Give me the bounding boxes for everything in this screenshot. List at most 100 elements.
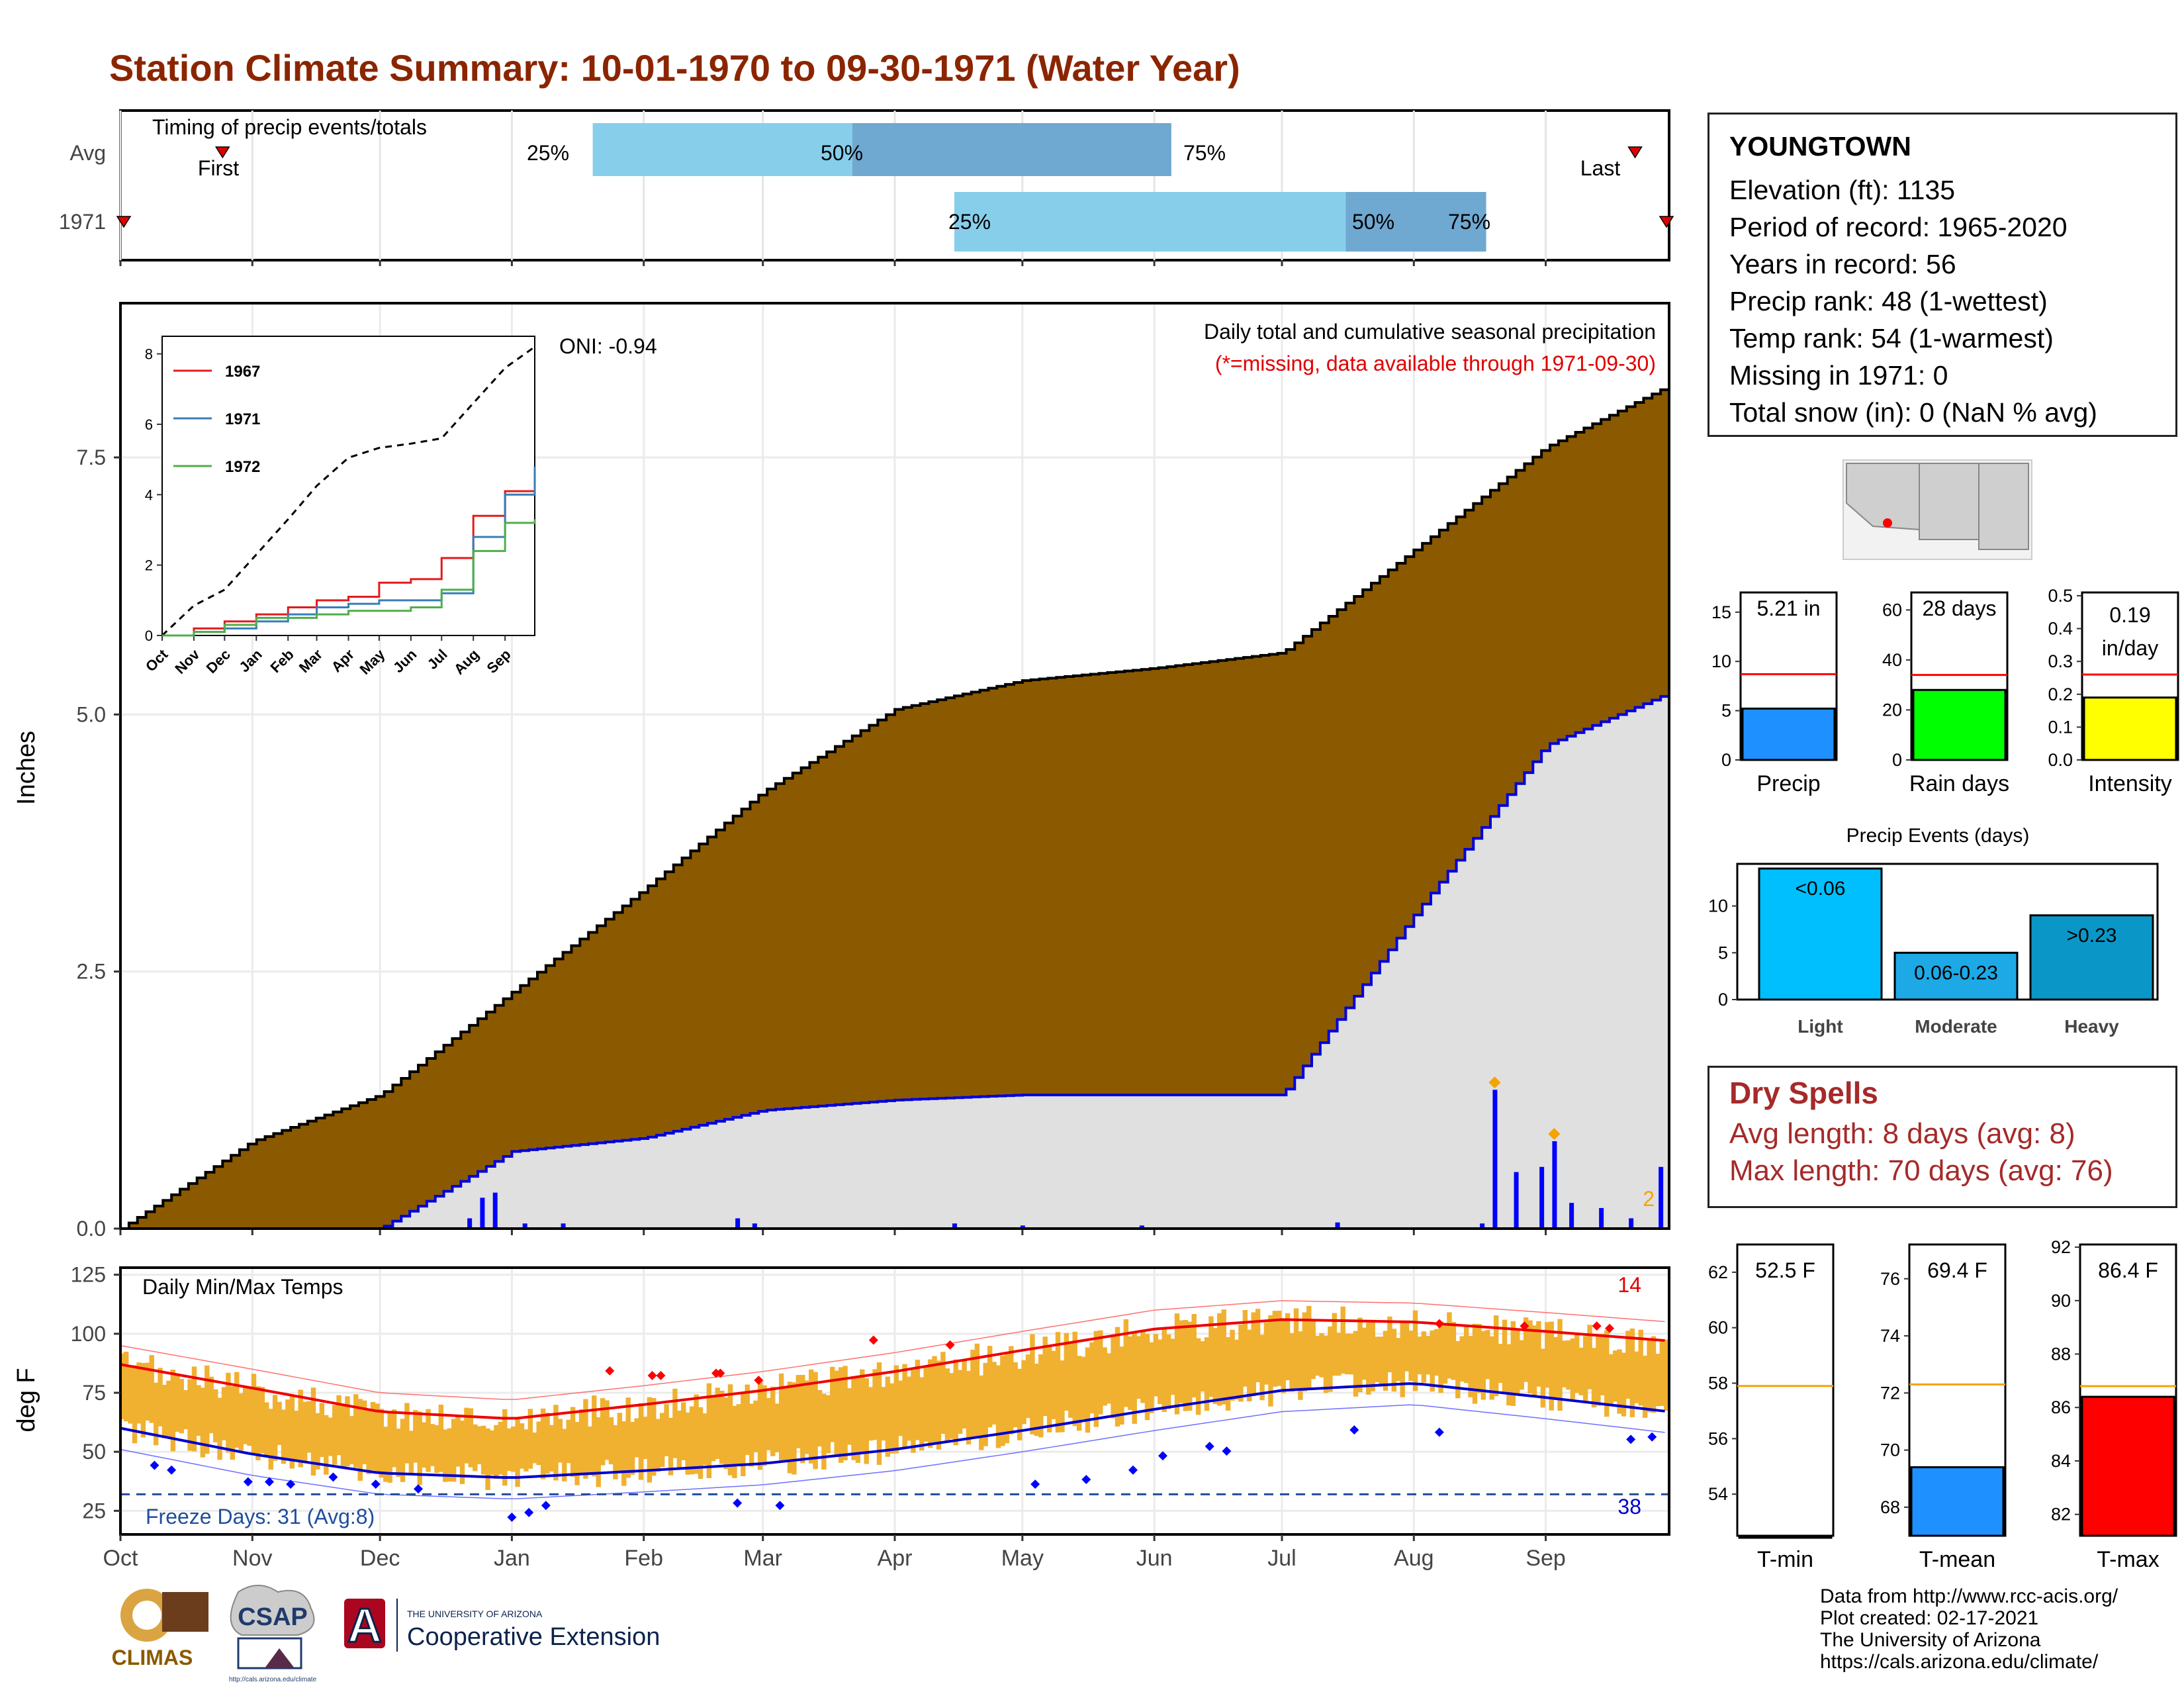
temp-bar-frame [1736, 1243, 1835, 1537]
daily-temp-bar [940, 1352, 946, 1434]
daily-temp-bar [1366, 1322, 1371, 1395]
daily-temp-bar [294, 1411, 299, 1462]
daily-temp-bar [527, 1409, 533, 1469]
daily-temp-bar [1383, 1331, 1388, 1391]
daily-temp-bar [1408, 1331, 1414, 1382]
location-map [1843, 459, 2032, 560]
daily-temp-bar [698, 1407, 704, 1479]
daily-temp-bar [1404, 1321, 1410, 1372]
daily-temp-bar [161, 1385, 167, 1438]
temp-bar-0: 54 56 58 60 62 52.5 F T-min [1708, 1243, 1835, 1572]
daily-temp-bar [570, 1407, 576, 1477]
station-location-marker [1883, 518, 1892, 528]
inset-legend-label: 1971 [225, 410, 260, 428]
temp-month-label: Mar [743, 1546, 782, 1571]
footer-line: https://cals.arizona.edu/climate/ [1820, 1651, 2099, 1673]
mini-bar-value [1741, 707, 1836, 761]
hot-day-marker [656, 1371, 666, 1381]
station-precip-rank: Precip rank: 48 (1-wettest) [1729, 286, 2048, 316]
oni-label: ONI: -0.94 [559, 334, 657, 358]
daily-temp-bar [328, 1417, 333, 1456]
daily-temp-bar [974, 1343, 980, 1438]
daily-temp-bar [804, 1380, 809, 1454]
daily-temp-bar [1647, 1339, 1652, 1413]
daily-temp-bar [825, 1395, 831, 1454]
daily-temp-bar [651, 1397, 657, 1476]
daily-temp-bar [719, 1390, 725, 1464]
daily-temp-bar [205, 1365, 210, 1454]
precip-panel: 0.0 2.5 5.0 7.5 Inches ONI: -0.94 Daily tot… [13, 302, 1670, 1241]
university-of-arizona-logo: A THE UNIVERSITY OF ARIZONA Cooperative … [344, 1599, 660, 1654]
daily-temp-bar [1515, 1329, 1520, 1395]
avg-max-line [120, 1318, 1665, 1420]
daily-temp-bar [1144, 1334, 1150, 1421]
daily-temp-bar [1634, 1351, 1639, 1403]
missing-note: (*=missing, data available through 1971-… [1215, 352, 1656, 375]
hot-day-marker [1605, 1323, 1614, 1333]
daily-temp-bar [1085, 1347, 1091, 1433]
temp-bar-label: T-max [2097, 1547, 2159, 1572]
station-years: Years in record: 56 [1729, 249, 1956, 279]
daily-temp-bar [259, 1387, 265, 1454]
avg-cumulative-area [120, 385, 1670, 1230]
daily-temp-bar [906, 1376, 912, 1441]
logos: CLIMAS CSAP http://cals.arizona.edu/clim… [112, 1585, 660, 1683]
daily-temp-bar [1489, 1336, 1494, 1400]
daily-temp-bar [813, 1372, 818, 1470]
temps-label: Daily Min/Max Temps [142, 1275, 343, 1299]
daily-temp-bar [821, 1393, 827, 1470]
daily-temp-bar [477, 1426, 482, 1465]
daily-temp-bar [625, 1397, 631, 1478]
cold-day-marker [1205, 1442, 1214, 1452]
daily-temp-bar [1387, 1316, 1392, 1372]
temp-month-label: Dec [360, 1546, 400, 1571]
mini-bar-tick: 0.5 [2048, 586, 2073, 606]
events-bar-label: Moderate [1915, 1016, 1997, 1037]
daily-temp-bar [949, 1373, 954, 1439]
daily-temp-bar [876, 1362, 882, 1465]
precip-y-tick: 0.0 [77, 1217, 106, 1241]
daily-temp-bar [608, 1417, 614, 1465]
daily-temp-bar [1336, 1333, 1342, 1376]
daily-temp-bar [187, 1379, 193, 1451]
temp-y-tick: 125 [71, 1263, 106, 1287]
daily-temp-bar [860, 1369, 865, 1452]
daily-precip-bar [735, 1218, 741, 1229]
temp-month-label: Oct [103, 1546, 138, 1571]
daily-temp-bar [592, 1395, 597, 1477]
daily-temp-bar [1034, 1363, 1040, 1436]
daily-temp-bar [1038, 1354, 1044, 1438]
daily-temp-bar [855, 1376, 861, 1463]
daily-temp-bar [302, 1401, 308, 1462]
daily-temp-bar [1596, 1334, 1601, 1406]
inset-y-tick: 0 [145, 628, 153, 644]
daily-temp-bar [1009, 1346, 1014, 1434]
daily-temp-bar [298, 1389, 303, 1468]
ua-logo-big-text: Cooperative Extension [407, 1623, 660, 1651]
mini-bar-tick: 0.4 [2048, 619, 2073, 639]
mini-bar-1: 0 20 40 60 28 days Rain days [1882, 591, 2009, 796]
events-bar [2029, 914, 2154, 1001]
station-snow: Total snow (in): 0 (NaN % avg) [1729, 397, 2097, 428]
avg-last-marker [1627, 146, 1643, 159]
daily-temp-bar [136, 1362, 142, 1424]
mini-bar-value [2083, 696, 2177, 761]
daily-temp-bar [1251, 1312, 1256, 1397]
temp-month-label: May [1001, 1546, 1044, 1571]
climas-logo: CLIMAS [112, 1589, 208, 1669]
daily-temp-bar [638, 1403, 644, 1480]
daily-temp-bar [132, 1365, 138, 1444]
daily-temp-bar [1230, 1329, 1235, 1401]
daily-precip-bar [1480, 1223, 1485, 1229]
temp-bar-tick: 60 [1708, 1318, 1728, 1338]
daily-precip-bar [522, 1223, 527, 1229]
mini-bar-label: Precip [1756, 771, 1820, 796]
daily-temp-bar [749, 1403, 754, 1467]
avg-75-label: 75% [1183, 141, 1226, 165]
daily-precip-bar [480, 1197, 485, 1229]
temp-month-label: Jan [494, 1546, 530, 1571]
daily-temp-bar [1089, 1342, 1095, 1414]
daily-temp-bar [277, 1401, 282, 1445]
daily-temp-bar [230, 1386, 236, 1460]
